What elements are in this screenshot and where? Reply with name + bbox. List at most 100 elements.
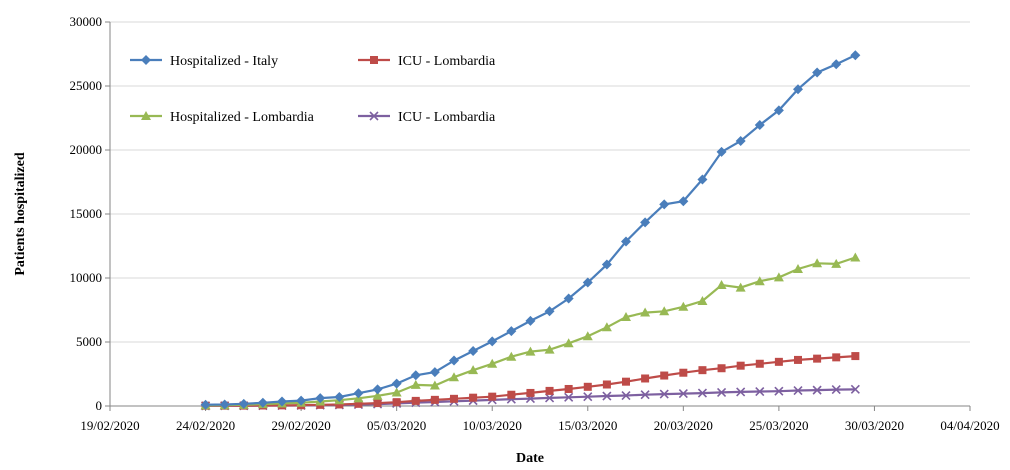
data-point (621, 236, 631, 247)
data-point (793, 264, 803, 274)
y-tick-label: 25000 (70, 78, 103, 93)
data-point (601, 322, 612, 332)
data-point (850, 252, 861, 262)
data-point (429, 367, 440, 378)
legend-item: ICU - Lombardia (358, 54, 496, 69)
series-group (200, 50, 861, 411)
data-point (545, 386, 554, 395)
data-point (697, 388, 708, 398)
data-point (372, 384, 383, 395)
legend-item: ICU - Lombardia (358, 110, 496, 125)
data-point (506, 351, 517, 361)
x-tick-label: 04/04/2020 (940, 418, 999, 433)
x-tick-label: 29/02/2020 (271, 418, 330, 433)
x-tick-label: 20/03/2020 (654, 418, 713, 433)
data-point (754, 120, 765, 131)
data-point (450, 394, 458, 403)
data-point (526, 388, 535, 397)
data-point (563, 293, 574, 304)
data-point (831, 258, 842, 268)
data-point (716, 387, 727, 397)
x-tick-label: 30/03/2020 (845, 418, 904, 433)
data-point (621, 390, 631, 401)
data-point (659, 199, 670, 210)
x-tick-label: 05/03/2020 (367, 418, 426, 433)
data-point (219, 399, 230, 410)
data-point (373, 399, 382, 408)
data-point (487, 336, 498, 347)
data-point (602, 380, 611, 389)
gridlines (110, 21, 970, 343)
data-point (429, 380, 440, 390)
data-point (793, 84, 803, 95)
data-point (850, 50, 861, 61)
x-tick-label: 10/03/2020 (463, 418, 522, 433)
data-point (563, 338, 574, 348)
data-point (200, 399, 211, 410)
legend-label: ICU - Lombardia (398, 110, 496, 125)
legend-item: Hospitalized - Lombardia (130, 110, 315, 125)
data-point (660, 371, 669, 380)
series-hospitalized-lombardia-2 (200, 252, 861, 410)
data-point (583, 382, 592, 391)
y-tick-label: 0 (96, 398, 103, 413)
data-point (735, 282, 746, 292)
data-point (488, 392, 497, 401)
data-point (257, 397, 268, 408)
data-point (622, 377, 630, 386)
data-point (850, 384, 860, 394)
data-point (716, 280, 727, 290)
data-point (354, 399, 363, 408)
data-point (372, 390, 383, 400)
data-point (506, 326, 517, 337)
x-axis-ticks: 19/02/2020 24/02/2020 29/02/2020 05/03/2020… (80, 418, 999, 433)
data-point (141, 55, 151, 65)
legend-label: ICU - Lombardia (398, 54, 496, 69)
data-point (449, 372, 459, 382)
y-tick-label: 20000 (70, 142, 103, 157)
data-point (621, 312, 631, 322)
data-point (831, 385, 841, 395)
data-point (812, 385, 822, 395)
data-point (755, 359, 764, 368)
data-point (754, 276, 765, 286)
data-point (335, 400, 344, 409)
data-point (755, 386, 765, 397)
data-point (812, 258, 823, 268)
data-point (678, 389, 688, 399)
data-point (659, 306, 670, 316)
data-point (583, 392, 593, 402)
data-point (507, 390, 516, 399)
data-point (582, 277, 593, 288)
data-point (544, 393, 555, 403)
data-point (832, 353, 841, 362)
data-point (469, 393, 478, 402)
x-axis-title: Date (516, 451, 544, 466)
legend-label: Hospitalized - Lombardia (170, 110, 315, 125)
data-point (564, 384, 573, 393)
data-point (794, 355, 802, 364)
data-point (391, 387, 402, 397)
data-point (736, 361, 745, 370)
data-point (831, 59, 842, 70)
data-point (735, 136, 746, 147)
data-point (277, 396, 287, 407)
data-point (487, 358, 498, 368)
data-point (698, 366, 707, 375)
data-point (410, 379, 421, 389)
data-point (544, 344, 555, 354)
data-point (679, 368, 688, 377)
data-point (773, 272, 784, 282)
legend-item: Hospitalized - Italy (130, 54, 278, 69)
data-point (582, 331, 593, 341)
data-point (468, 345, 479, 356)
data-point (774, 386, 784, 396)
data-point (238, 398, 249, 409)
data-point (812, 67, 823, 78)
data-point (716, 146, 727, 157)
data-point (369, 111, 379, 121)
y-tick-label: 5000 (76, 334, 102, 349)
data-point (468, 365, 479, 375)
data-point (813, 354, 822, 363)
